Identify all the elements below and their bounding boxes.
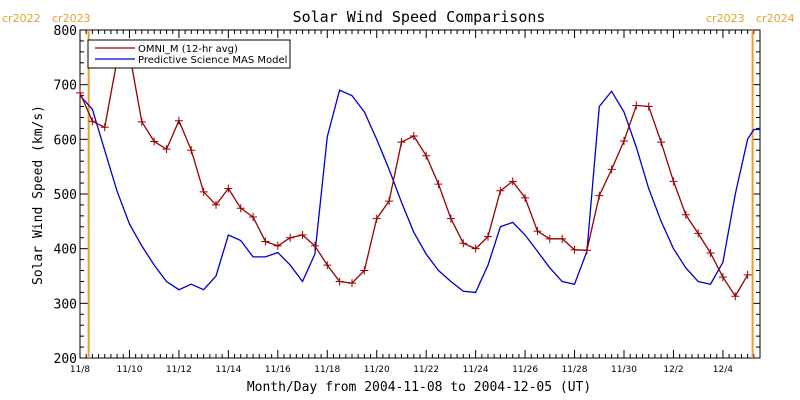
x-tick-label: 11/10: [116, 365, 142, 375]
data-point-omni: [545, 234, 554, 243]
x-tick-label: 11/14: [215, 365, 241, 375]
legend-box: [87, 39, 291, 69]
data-point-omni: [372, 214, 381, 223]
rotation-label-right-2: cr2024: [756, 12, 795, 25]
x-tick-label: 11/18: [314, 365, 340, 375]
data-point-omni: [508, 177, 517, 186]
x-tick-label: 12/4: [713, 365, 733, 375]
data-point-omni: [100, 123, 109, 132]
x-tick-label: 11/16: [265, 365, 291, 375]
legend: OMNI_M (12-hr avg) Predictive Science MA…: [87, 39, 291, 69]
data-point-omni: [187, 146, 196, 155]
y-axis-label: Solar Wind Speed (km/s): [31, 105, 46, 285]
data-point-omni: [718, 273, 727, 282]
data-point-omni: [409, 132, 418, 141]
data-point-omni: [310, 241, 319, 250]
y-tick-label: 300: [54, 297, 77, 312]
data-point-omni: [422, 151, 431, 160]
y-tick-label: 700: [54, 79, 77, 94]
data-point-omni: [632, 101, 641, 110]
data-point-omni: [496, 186, 505, 195]
legend-omni-label: OMNI_M (12-hr avg): [138, 44, 238, 55]
data-point-omni: [570, 245, 579, 254]
x-tick-label: 11/26: [512, 365, 538, 375]
data-point-omni: [385, 197, 394, 206]
data-point-omni: [298, 231, 307, 239]
data-point-omni: [360, 266, 369, 275]
data-point-omni: [348, 279, 356, 288]
data-point-omni: [286, 233, 295, 242]
data-point-omni: [669, 177, 678, 186]
data-point-omni: [743, 270, 752, 279]
data-point-omni: [261, 237, 270, 246]
x-axis-label: Month/Day from 2004-11-08 to 2004-12-05 …: [247, 380, 591, 395]
y-tick-label: 600: [54, 133, 77, 148]
data-point-omni: [582, 246, 591, 255]
y-tick-label: 500: [54, 188, 77, 203]
data-point-omni: [446, 214, 455, 223]
data-point-omni: [199, 187, 208, 196]
rotation-label-left-1: cr2022: [2, 12, 41, 25]
x-tick-label: 11/24: [463, 365, 489, 375]
data-point-omni: [434, 180, 443, 189]
data-point-omni: [174, 116, 183, 125]
y-tick-label: 800: [54, 24, 77, 39]
data-point-omni: [521, 193, 530, 202]
x-tick-label: 11/20: [364, 365, 390, 375]
data-point-omni: [558, 234, 567, 243]
chart-title: Solar Wind Speed Comparisons: [293, 8, 546, 26]
data-point-omni: [620, 136, 628, 145]
data-point-omni: [249, 212, 258, 221]
data-point-omni: [595, 191, 604, 200]
data-point-omni: [644, 102, 653, 111]
legend-model-label: Predictive Science MAS Model: [138, 55, 287, 66]
data-point-omni: [607, 165, 616, 174]
data-point-omni: [533, 227, 542, 236]
data-point-omni: [137, 117, 146, 126]
y-tick-label: 200: [54, 352, 77, 367]
data-point-omni: [212, 200, 220, 209]
x-tick-label: 11/22: [413, 365, 439, 375]
data-point-omni: [459, 239, 468, 248]
data-point-omni: [323, 261, 332, 270]
data-point-omni: [706, 249, 715, 258]
data-point-omni: [657, 138, 666, 147]
x-tick-label: 11/8: [70, 365, 90, 375]
data-point-omni: [335, 277, 344, 286]
data-point-omni: [731, 292, 740, 301]
x-tick-label: 11/28: [562, 365, 588, 375]
x-tick-label: 12/2: [663, 365, 683, 375]
x-tick-label: 11/12: [166, 365, 192, 375]
series-line-omni: [79, 52, 749, 298]
y-tick-label: 400: [54, 243, 77, 258]
rotation-label-left-2: cr2023: [52, 12, 91, 25]
data-point-omni: [484, 232, 492, 241]
data-point-omni: [224, 184, 233, 193]
plot-frame: [79, 29, 761, 359]
data-point-omni: [471, 244, 480, 253]
rotation-label-right-1: cr2023: [706, 12, 745, 25]
data-point-omni: [397, 138, 406, 147]
data-point-omni: [150, 137, 159, 146]
data-point-omni: [236, 204, 245, 213]
data-point-omni: [694, 229, 703, 238]
data-point-omni: [88, 117, 97, 126]
data-point-omni: [681, 210, 690, 219]
series-line-model: [79, 89, 760, 294]
plot-layer: 200 300 400 500 600 700 800 11/8 11/10 11/12 11/14…: [54, 24, 761, 375]
data-point-omni: [273, 241, 282, 250]
x-tick-label: 11/30: [611, 365, 637, 375]
data-point-omni: [76, 88, 84, 97]
data-point-omni: [162, 145, 171, 154]
